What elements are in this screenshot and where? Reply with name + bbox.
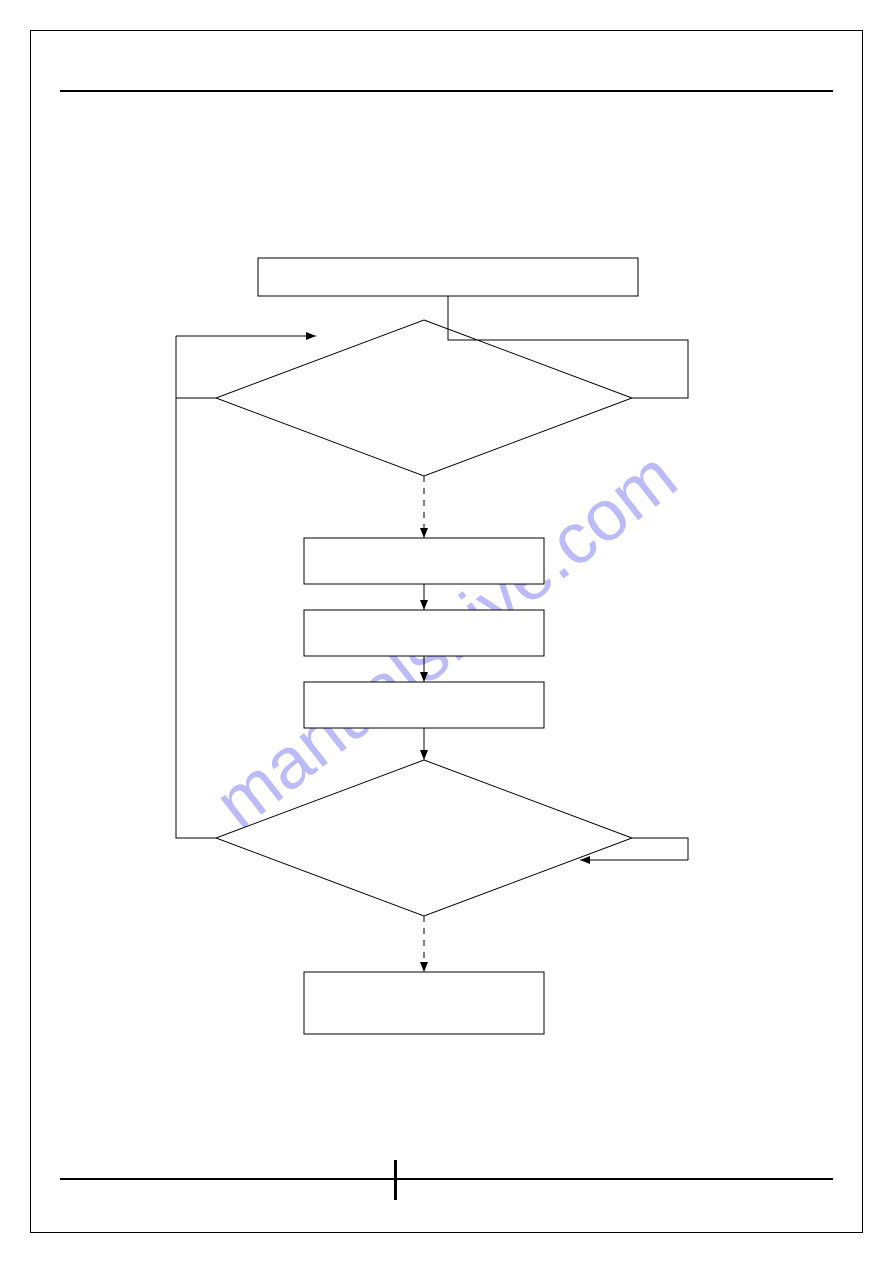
node-end	[304, 972, 544, 1034]
edge	[176, 398, 216, 838]
arrowhead	[420, 962, 428, 972]
arrowhead	[420, 672, 428, 682]
page: manualshive.com	[0, 0, 893, 1263]
arrowhead	[306, 332, 316, 340]
edge	[176, 336, 216, 398]
node-dec2	[216, 760, 632, 916]
node-dec1	[216, 320, 632, 476]
arrowhead	[420, 750, 428, 760]
edge	[632, 838, 688, 860]
node-p3	[304, 682, 544, 728]
arrowhead	[420, 528, 428, 538]
node-p2	[304, 610, 544, 656]
node-p1	[304, 538, 544, 584]
arrowhead	[420, 600, 428, 610]
node-start	[258, 258, 638, 296]
flowchart	[0, 0, 893, 1263]
